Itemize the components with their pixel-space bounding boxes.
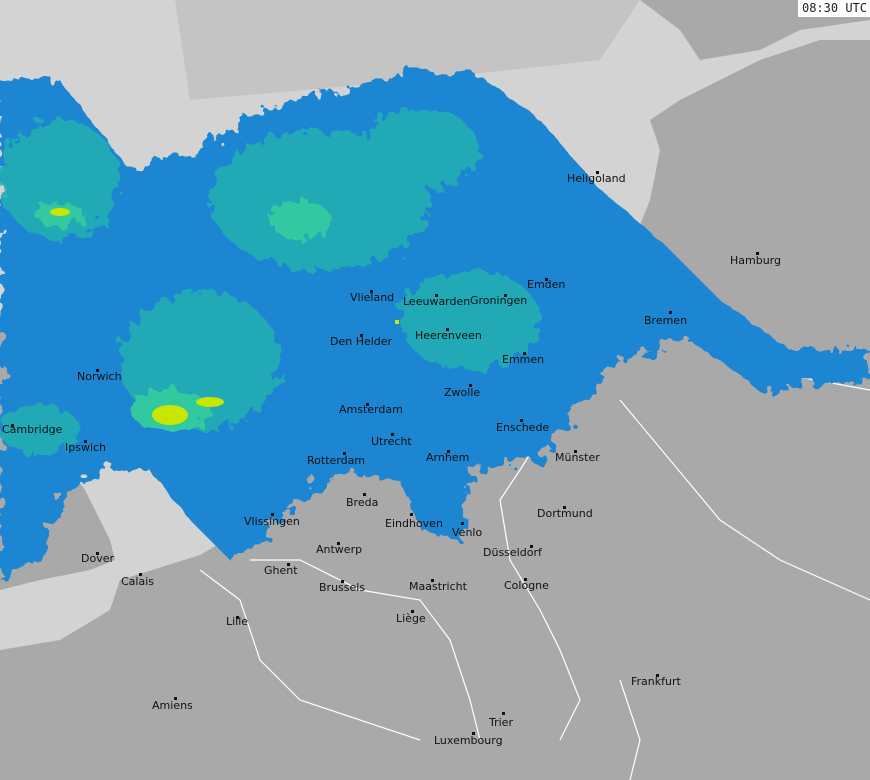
city-dot — [446, 328, 449, 331]
city-label: Hamburg — [730, 254, 781, 267]
city-label: Brussels — [319, 581, 366, 594]
city-label: Ghent — [264, 564, 298, 577]
city-label: Vlieland — [350, 291, 395, 304]
city-dot — [139, 573, 142, 576]
city-label: Groningen — [470, 294, 528, 307]
city-dot — [431, 579, 434, 582]
city-label: Trier — [489, 716, 513, 729]
city-dot — [563, 506, 566, 509]
city-dot — [472, 732, 475, 735]
city-dot — [343, 452, 346, 455]
city-dot — [574, 450, 577, 453]
city-label: Norwich — [77, 370, 122, 383]
city-dot — [391, 433, 394, 436]
city-dot — [411, 610, 414, 613]
city-label: Calais — [121, 575, 155, 588]
city-dot — [287, 563, 290, 566]
city-dot — [524, 578, 527, 581]
city-dot — [435, 294, 438, 297]
city-dot — [756, 252, 759, 255]
city-label: Amsterdam — [339, 403, 403, 416]
radar-strong — [35, 200, 330, 430]
city-label: Utrecht — [371, 435, 412, 448]
city-dot — [11, 424, 14, 427]
city-dot — [669, 311, 672, 314]
city-label: Enschede — [496, 421, 550, 434]
city-label: Zwolle — [444, 386, 481, 399]
city-label: Maastricht — [409, 580, 467, 593]
out-of-range-area — [175, 0, 640, 100]
timestamp: 08:30 UTC — [797, 0, 870, 17]
city-label: Den Helder — [330, 335, 393, 348]
city-dot — [271, 513, 274, 516]
city-label: Arnhem — [426, 451, 470, 464]
city-dot — [502, 712, 505, 715]
city-label: Rotterdam — [307, 454, 366, 467]
city-label: Venlo — [452, 526, 483, 539]
radar-heavy — [50, 208, 399, 425]
city-label: Emden — [527, 278, 566, 291]
city-dot — [370, 290, 373, 293]
city-label: Breda — [346, 496, 379, 509]
city-label: Luxembourg — [434, 734, 503, 747]
city-dot — [461, 522, 464, 525]
city-label: Düsseldorf — [483, 546, 542, 559]
city-label: Vlissingen — [244, 515, 300, 528]
city-dot — [363, 493, 366, 496]
city-dot — [410, 513, 413, 516]
city-label: Heerenveen — [415, 329, 482, 342]
city-label: Lille — [226, 615, 249, 628]
city-dot — [337, 542, 340, 545]
city-dot — [469, 384, 472, 387]
city-dot — [96, 369, 99, 372]
city-label: Dortmund — [537, 507, 593, 520]
city-dot — [341, 580, 344, 583]
city-dot — [174, 697, 177, 700]
city-dot — [656, 674, 659, 677]
city-label: Eindhoven — [385, 517, 443, 530]
city-label: Cologne — [504, 579, 549, 592]
city-dot — [360, 334, 363, 337]
city-label: Leeuwarden — [403, 295, 471, 308]
city-label: Heligoland — [567, 172, 626, 185]
city-dot — [530, 545, 533, 548]
city-label: Liège — [396, 612, 426, 625]
city-label: Münster — [555, 451, 600, 464]
city-dot — [366, 403, 369, 406]
city-dot — [523, 352, 526, 355]
city-label: Amiens — [152, 699, 193, 712]
city-label: Emmen — [502, 353, 545, 366]
city-label: Cambridge — [2, 423, 63, 436]
city-label: Ipswich — [65, 441, 107, 454]
city-label: Dover — [81, 552, 114, 565]
city-dot — [545, 278, 548, 281]
city-dot — [447, 450, 450, 453]
city-dot — [596, 171, 599, 174]
city-dot — [96, 552, 99, 555]
city-dot — [84, 440, 87, 443]
city-dot — [520, 419, 523, 422]
city-label: Frankfurt — [631, 675, 681, 688]
city-label: Bremen — [644, 314, 688, 327]
city-label: Antwerp — [316, 543, 363, 556]
city-dot — [504, 294, 507, 297]
city-dot — [236, 616, 239, 619]
